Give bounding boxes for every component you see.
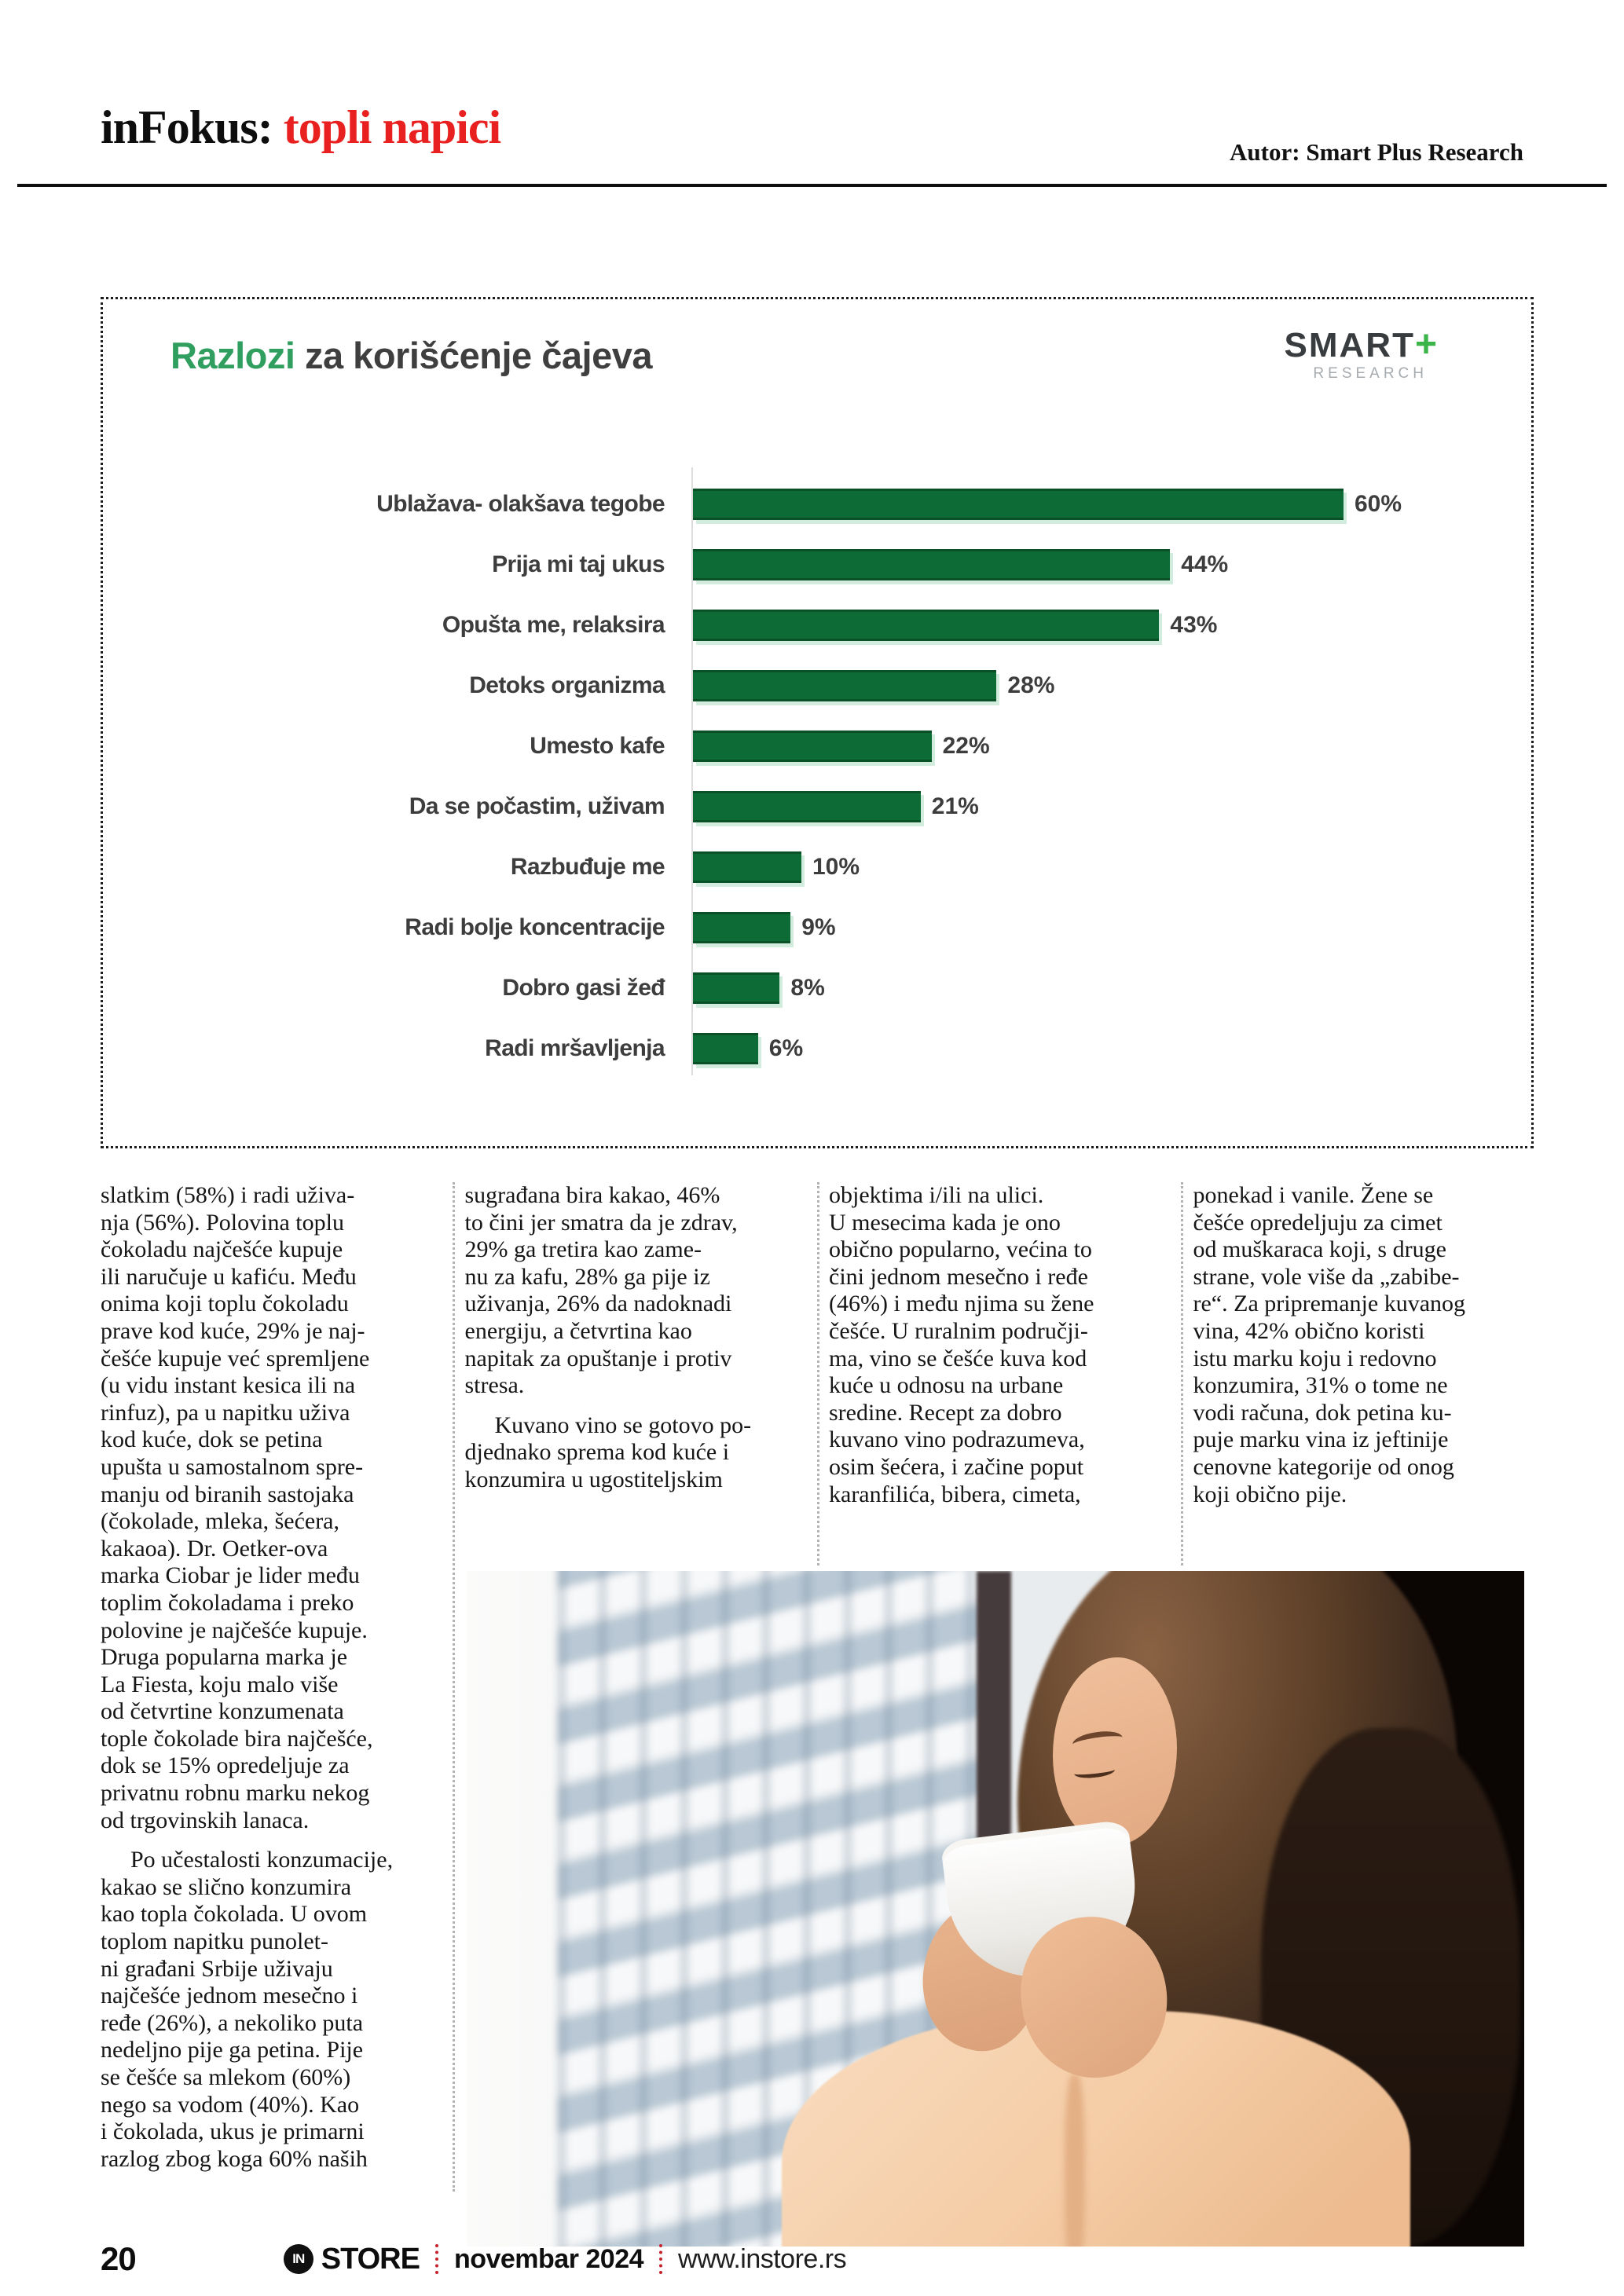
chart-value-label: 43% — [1170, 611, 1218, 638]
chart-category-label: Opušta me, relaksira — [442, 611, 665, 638]
masthead: inFokus: topli napici — [101, 101, 1523, 155]
paragraph: sugrađana bira kakao, 46% to čini jer sm… — [464, 1182, 738, 1399]
text-column-4: ponekad i vanile. Žene se češće opredelj… — [1193, 1182, 1534, 2173]
chart-category-label: Radi bolje koncentracije — [405, 914, 665, 940]
chart-value-label: 44% — [1181, 551, 1229, 577]
chart-row: Da se počastim, uživam 21% — [103, 776, 1531, 837]
chart-value-label: 22% — [942, 732, 990, 759]
chart-bars: Ublažava- olakšava tegobe 60% Prija mi taj… — [103, 467, 1531, 1078]
smart-logo-wordmark: SMART+ — [1285, 326, 1439, 364]
page-footer: 20 IN STORE novembar 2024 www.instore.rs — [101, 2240, 1534, 2278]
chart-row: Radi bolje koncentracije 9% — [103, 897, 1531, 958]
paragraph: Po učestalosti konzumacije, kakao se sli… — [101, 1847, 394, 2172]
chart-category-label: Umesto kafe — [530, 732, 665, 759]
smart-logo-subtext: RESEARCH — [1313, 365, 1428, 382]
instore-logo: IN STORE — [283, 2242, 420, 2276]
chart-row: Opušta me, relaksira 43% — [103, 595, 1531, 655]
chart-category-label: Ublažava- olakšava tegobe — [376, 490, 665, 517]
chart-row: Prija mi taj ukus 44% — [103, 534, 1531, 595]
chart-bar-zone: 44% — [693, 548, 1229, 580]
footer-divider — [434, 2244, 438, 2274]
chart-bar-zone: 43% — [693, 609, 1218, 641]
paragraph: objektima i/ili na ulici. U mesecima kad… — [829, 1182, 1094, 1507]
chart-row: Ublažava- olakšava tegobe 60% — [103, 474, 1531, 534]
photo-robe-fold — [1065, 2074, 1085, 2247]
paragraph: Kuvano vino se gotovo po- djednako sprem… — [464, 1412, 752, 1492]
chart-bar — [693, 488, 1344, 520]
footer-divider — [659, 2244, 663, 2274]
header-divider — [17, 184, 1607, 187]
article-body: slatkim (58%) i radi uživa- nja (56%). P… — [101, 1182, 1534, 2173]
chart-bar — [693, 548, 1171, 580]
website-url: www.instore.rs — [678, 2243, 847, 2274]
chart-row: Umesto kafe 22% — [103, 716, 1531, 776]
chart-bar-zone: 8% — [693, 972, 825, 1004]
text-column-3: objektima i/ili na ulici. U mesecima kad… — [829, 1182, 1170, 2173]
column-divider — [1181, 1182, 1183, 1565]
store-wordmark: STORE — [321, 2242, 420, 2276]
chart-bar — [693, 669, 997, 701]
chart-row: Razbuđuje me 10% — [103, 837, 1531, 897]
chart-category-label: Prija mi taj ukus — [492, 551, 665, 577]
paragraph: slatkim (58%) i radi uživa- nja (56%). P… — [101, 1182, 373, 1833]
chart-category-label: Razbuđuje me — [510, 853, 665, 880]
paragraph: ponekad i vanile. Žene se češće opredelj… — [1193, 1182, 1466, 1507]
column-divider — [817, 1182, 819, 1565]
chart-bar-zone: 6% — [693, 1032, 804, 1064]
chart-title-highlight: Razlozi — [170, 335, 295, 376]
photo-woman-face — [1053, 1657, 1177, 1846]
chart-value-label: 28% — [1007, 672, 1055, 698]
chart-value-label: 9% — [801, 914, 836, 940]
page-header: inFokus: topli napici Autor: Smart Plus … — [101, 101, 1523, 166]
chart-bar — [693, 730, 932, 762]
masthead-topic: topli napici — [272, 101, 501, 153]
chart-value-label: 10% — [812, 853, 860, 880]
author-credit: Autor: Smart Plus Research — [1230, 138, 1523, 166]
chart-value-label: 8% — [790, 974, 825, 1001]
chart-bar-zone: 21% — [693, 790, 979, 822]
chart-panel: Razlozi za korišćenje čajeva SMART+ RESE… — [101, 297, 1534, 1148]
smart-logo-text: SMART — [1284, 326, 1415, 364]
chart-bar-zone: 22% — [693, 730, 990, 762]
chart-category-label: Da se počastim, uživam — [409, 793, 665, 819]
chart-row: Detoks organizma 28% — [103, 655, 1531, 716]
chart-bar — [693, 851, 801, 883]
chart-bar-zone: 60% — [693, 488, 1402, 520]
text-column-2: sugrađana bira kakao, 46% to čini jer sm… — [465, 1182, 806, 2173]
column-divider — [453, 1182, 455, 2192]
issue-date: novembar 2024 — [453, 2243, 644, 2274]
chart-bar — [693, 911, 791, 943]
chart-bar — [693, 790, 921, 822]
chart-bar — [693, 609, 1160, 641]
chart-title: Razlozi za korišćenje čajeva — [170, 334, 653, 377]
chart-row: Radi mršavljenja 6% — [103, 1018, 1531, 1078]
chart-value-label: 60% — [1355, 490, 1402, 517]
page-number: 20 — [101, 2240, 137, 2277]
chart-bar-zone: 9% — [693, 911, 836, 943]
chart-bar-zone: 28% — [693, 669, 1055, 701]
chart-category-label: Dobro gasi žeđ — [502, 974, 665, 1001]
chart-bar-zone: 10% — [693, 851, 860, 883]
chart-category-label: Radi mršavljenja — [485, 1034, 665, 1061]
masthead-brand: inFokus: — [101, 101, 273, 153]
plus-icon: + — [1414, 324, 1439, 365]
chart-category-label: Detoks organizma — [469, 672, 665, 698]
chart-row: Dobro gasi žeđ 8% — [103, 958, 1531, 1018]
chart-title-rest: za korišćenje čajeva — [295, 335, 653, 376]
photo-woman-drinking-by-window — [467, 1571, 1524, 2247]
text-column-1: slatkim (58%) i radi uživa- nja (56%). P… — [101, 1182, 442, 2173]
in-circle-icon: IN — [283, 2244, 313, 2274]
chart-value-label: 6% — [768, 1034, 804, 1061]
chart-value-label: 21% — [931, 793, 979, 819]
smart-research-logo: SMART+ RESEARCH — [1285, 326, 1439, 383]
chart-bar — [693, 972, 780, 1004]
chart-bar — [693, 1032, 758, 1064]
